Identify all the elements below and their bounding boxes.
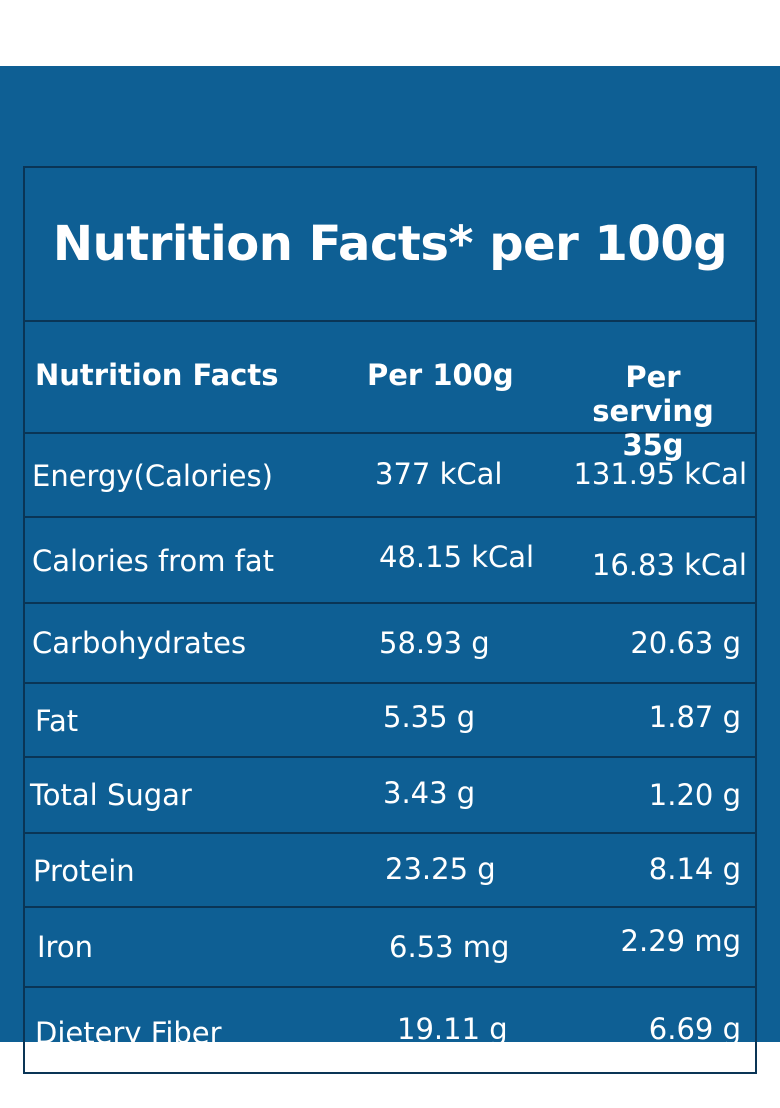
- table-row: Total Sugar 3.43 g 1.20 g: [25, 758, 755, 834]
- table-title: Nutrition Facts* per 100g: [25, 168, 755, 322]
- per-100g-value: 19.11 g: [397, 1012, 508, 1046]
- table-row: Energy(Calories) 377 kCal 131.95 kCal: [25, 434, 755, 518]
- per-100g-value: 377 kCal: [375, 457, 503, 491]
- per-serving-value: 1.87 g: [648, 700, 741, 734]
- table-row: Protein 23.25 g 8.14 g: [25, 834, 755, 908]
- per-serving-value: 8.14 g: [648, 852, 741, 886]
- table-row: Dietery Fiber 19.11 g 6.69 g: [25, 988, 755, 1072]
- per-100g-value: 5.35 g: [383, 700, 476, 734]
- nutrient-name: Carbohydrates: [32, 626, 247, 660]
- nutrition-panel: Nutrition Facts* per 100g Nutrition Fact…: [0, 66, 780, 1074]
- table-row: Iron 6.53 mg 2.29 mg: [25, 908, 755, 988]
- per-serving-value: 6.69 g: [648, 1012, 741, 1046]
- per-serving-value: 2.29 mg: [620, 924, 741, 958]
- nutrient-name: Total Sugar: [30, 778, 192, 812]
- header-row: Nutrition Facts Per 100g Per serving 35g: [25, 322, 755, 462]
- per-serving-value: 16.83 kCal: [591, 548, 747, 582]
- table-row: Fat 5.35 g 1.87 g: [25, 684, 755, 758]
- per-100g-value: 3.43 g: [383, 776, 476, 810]
- per-100g-value: 58.93 g: [379, 626, 490, 660]
- nutrient-name: Dietery Fiber: [35, 1016, 222, 1050]
- nutrient-name: Fat: [35, 704, 79, 738]
- column-header-per-100g: Per 100g: [367, 358, 514, 392]
- nutrient-name: Protein: [33, 854, 135, 888]
- per-100g-value: 23.25 g: [385, 852, 496, 886]
- per-100g-value: 6.53 mg: [389, 930, 510, 964]
- table-row: Calories from fat 48.15 kCal 16.83 kCal: [25, 518, 755, 604]
- per-serving-value: 131.95 kCal: [573, 457, 747, 491]
- table-row: Carbohydrates 58.93 g 20.63 g: [25, 604, 755, 684]
- column-header-nutrient: Nutrition Facts: [35, 358, 279, 392]
- per-serving-value: 1.20 g: [648, 778, 741, 812]
- nutrient-name: Calories from fat: [32, 544, 275, 578]
- per-serving-value: 20.63 g: [630, 626, 741, 660]
- nutrient-name: Iron: [37, 930, 93, 964]
- per-100g-value: 48.15 kCal: [379, 540, 535, 574]
- nutrition-table: Nutrition Facts* per 100g Nutrition Fact…: [23, 166, 757, 1074]
- nutrient-name: Energy(Calories): [32, 459, 273, 493]
- column-header-per-serving: Per serving 35g: [592, 360, 714, 462]
